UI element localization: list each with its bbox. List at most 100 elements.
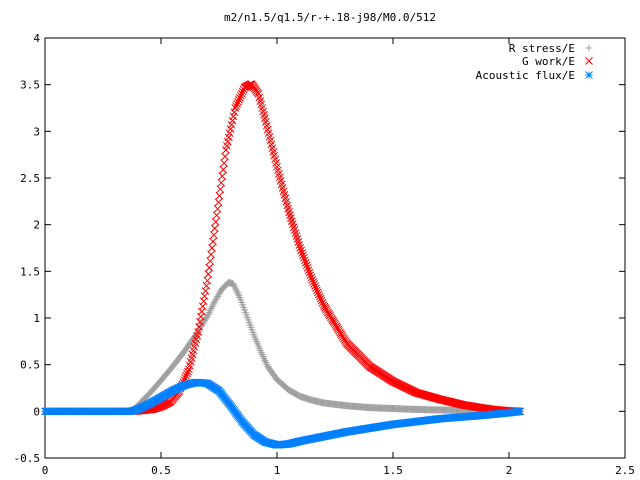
data-point [287, 214, 295, 222]
y-tick-label: 3.5 [20, 79, 40, 92]
data-point [206, 257, 215, 265]
legend-label-g-work: G work/E [522, 55, 575, 68]
plot-border [44, 37, 626, 459]
data-point [184, 367, 192, 376]
data-point [307, 273, 316, 282]
data-point [318, 298, 327, 307]
data-point [516, 407, 524, 416]
data-point [214, 198, 223, 207]
data-point [286, 211, 294, 220]
data-point [299, 251, 307, 260]
data-point [235, 95, 243, 104]
data-point [308, 275, 317, 284]
series-acoustic-flux-e [41, 378, 524, 449]
chart-title: m2/n1.5/q1.5/r-+.18-j98/M0.0/512 [224, 11, 436, 24]
data-point [313, 286, 321, 295]
y-tick-label: -0.5 [14, 452, 41, 465]
data-point [215, 191, 224, 200]
data-point [296, 244, 305, 252]
data-point [297, 246, 305, 255]
data-point [305, 268, 314, 277]
data-point [203, 276, 212, 285]
data-point [213, 204, 222, 213]
data-point [218, 172, 227, 180]
data-point [208, 244, 216, 252]
x-tick-label: 2 [506, 464, 513, 477]
data-point [293, 235, 302, 243]
data-point [289, 223, 298, 231]
x-tick-label: 1.5 [383, 464, 403, 477]
y-tick-label: 2 [33, 219, 40, 232]
legend: R stress/E G work/E Acoustic flux/E [476, 42, 593, 82]
data-point [210, 231, 218, 239]
data-point [317, 296, 326, 305]
data-point [313, 288, 322, 297]
data-point [287, 217, 296, 225]
data-point [182, 371, 190, 380]
data-point [217, 178, 226, 187]
data-point [309, 278, 318, 286]
legend-label-r-stress: R stress/E [509, 42, 575, 55]
data-point [221, 152, 229, 161]
x-axis-ticks: 0 0.5 1 1.5 2 2.5 [42, 38, 635, 477]
data-point [306, 271, 315, 279]
data-point [212, 211, 221, 220]
data-point [315, 292, 324, 301]
legend-marker-cross-icon [585, 57, 593, 65]
legend-marker-plus-icon [585, 44, 593, 52]
data-point [219, 165, 228, 174]
data-point [220, 159, 228, 167]
legend-label-acoustic-flux: Acoustic flux/E [476, 69, 575, 82]
data-point [311, 282, 319, 290]
y-tick-label: 4 [33, 32, 40, 45]
x-tick-label: 1 [274, 464, 281, 477]
data-point [314, 290, 323, 299]
y-tick-label: 1.5 [20, 265, 40, 278]
data-point [204, 270, 213, 278]
data-point [236, 93, 244, 102]
legend-markers [585, 44, 593, 79]
data-point [207, 250, 215, 259]
y-tick-label: 3 [33, 125, 40, 138]
data-point [231, 104, 240, 112]
data-point [302, 261, 311, 270]
y-tick-label: 1 [33, 312, 40, 325]
data-point [234, 97, 242, 106]
data-series [41, 80, 524, 449]
data-point [288, 220, 297, 228]
data-point [210, 224, 219, 233]
data-point [205, 263, 214, 272]
data-point [312, 284, 320, 293]
data-point [301, 258, 310, 267]
y-tick-label: 2.5 [20, 172, 40, 185]
x-tick-label: 0.5 [151, 464, 171, 477]
data-point [236, 91, 245, 100]
data-point [316, 294, 325, 303]
data-point [290, 226, 299, 234]
legend-marker-star-icon [585, 71, 593, 79]
y-tick-label: 0 [33, 405, 40, 418]
data-point [291, 229, 300, 237]
data-point [209, 237, 217, 246]
data-point [292, 232, 301, 240]
data-point [304, 266, 313, 275]
x-tick-label: 2.5 [615, 464, 635, 477]
data-point [211, 218, 220, 226]
y-tick-label: 0.5 [20, 359, 40, 372]
data-point [298, 249, 306, 257]
data-point [295, 241, 304, 249]
data-point [294, 238, 303, 246]
data-point [310, 280, 318, 288]
data-point [183, 369, 191, 378]
data-point [303, 263, 312, 272]
data-point [237, 89, 246, 98]
data-point [300, 256, 309, 265]
data-point [300, 254, 308, 262]
data-point [232, 102, 241, 110]
y-axis-ticks: -0.5 0 0.5 1 1.5 2 2.5 3 3.5 4 [14, 32, 625, 465]
x-tick-label: 0 [42, 464, 49, 477]
data-point [216, 185, 225, 194]
data-point [233, 100, 241, 108]
data-point [285, 208, 293, 217]
